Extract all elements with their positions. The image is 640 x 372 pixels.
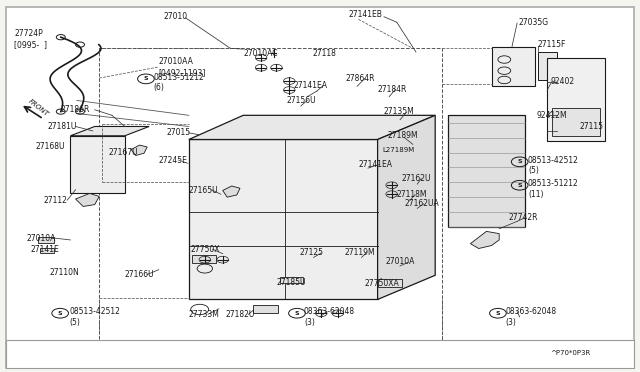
Bar bbox=[547, 58, 605, 141]
Bar bbox=[40, 248, 54, 253]
Text: 92402: 92402 bbox=[550, 77, 575, 86]
Text: 27166U: 27166U bbox=[125, 270, 154, 279]
Text: 08513-51212
(11): 08513-51212 (11) bbox=[528, 179, 579, 199]
Text: 27112: 27112 bbox=[44, 196, 67, 205]
Bar bbox=[280, 277, 303, 283]
Bar bbox=[253, 305, 278, 313]
Text: 27118M: 27118M bbox=[397, 190, 428, 199]
Text: 27141EA: 27141EA bbox=[358, 160, 392, 169]
Text: 27135M: 27135M bbox=[384, 107, 415, 116]
Text: S: S bbox=[517, 183, 522, 188]
Text: 27110N: 27110N bbox=[50, 268, 79, 277]
Text: 27750X: 27750X bbox=[191, 246, 220, 254]
Text: 27733M: 27733M bbox=[189, 310, 220, 319]
Bar bbox=[538, 52, 557, 80]
Text: 27162U: 27162U bbox=[402, 174, 431, 183]
Text: 27015: 27015 bbox=[166, 128, 191, 137]
Bar bbox=[552, 108, 600, 136]
Text: 27125: 27125 bbox=[300, 248, 324, 257]
Text: S: S bbox=[495, 311, 500, 316]
Text: 92412M: 92412M bbox=[536, 111, 567, 120]
Text: 27141EB: 27141EB bbox=[349, 10, 383, 19]
Bar bbox=[448, 115, 525, 227]
Bar bbox=[492, 46, 535, 86]
Text: 27156U: 27156U bbox=[287, 96, 316, 105]
Text: S: S bbox=[143, 76, 148, 81]
Text: 27165U: 27165U bbox=[189, 186, 218, 195]
Polygon shape bbox=[70, 126, 149, 136]
Text: 27115: 27115 bbox=[579, 122, 604, 131]
Text: FRONT: FRONT bbox=[27, 98, 50, 118]
Text: 27010AA
[0492-1193]: 27010AA [0492-1193] bbox=[159, 57, 206, 77]
Text: 08513-42512
(5): 08513-42512 (5) bbox=[69, 307, 120, 327]
Polygon shape bbox=[189, 115, 435, 140]
Polygon shape bbox=[131, 145, 147, 155]
Polygon shape bbox=[76, 193, 99, 206]
Bar bbox=[378, 279, 402, 287]
Text: 27118: 27118 bbox=[312, 49, 336, 58]
Text: 27185U: 27185U bbox=[276, 278, 306, 287]
Polygon shape bbox=[470, 231, 499, 248]
Text: 27010A: 27010A bbox=[385, 257, 415, 266]
Text: 27010AC: 27010AC bbox=[243, 49, 278, 58]
Text: 27864R: 27864R bbox=[346, 74, 375, 83]
Text: 27162UA: 27162UA bbox=[404, 199, 439, 208]
Text: 27181U: 27181U bbox=[48, 122, 77, 131]
Bar bbox=[38, 237, 54, 243]
Text: 27724P
[0995-  ]: 27724P [0995- ] bbox=[14, 29, 47, 49]
Text: 27010: 27010 bbox=[163, 12, 188, 21]
Text: 08363-62048
(3): 08363-62048 (3) bbox=[506, 307, 557, 327]
Text: 08513-42512
(5): 08513-42512 (5) bbox=[528, 156, 579, 175]
Bar bbox=[6, 340, 634, 368]
Text: 27167U: 27167U bbox=[109, 148, 138, 157]
Text: S: S bbox=[58, 311, 63, 316]
Text: 27035G: 27035G bbox=[518, 18, 548, 27]
Bar bbox=[192, 255, 216, 263]
Text: 27182U: 27182U bbox=[225, 310, 255, 319]
Polygon shape bbox=[223, 186, 240, 197]
Polygon shape bbox=[378, 115, 435, 299]
Text: 27168U: 27168U bbox=[35, 142, 65, 151]
Bar bbox=[70, 136, 125, 193]
Text: 08513-51212
(6): 08513-51212 (6) bbox=[154, 73, 204, 92]
Text: 27115F: 27115F bbox=[538, 40, 566, 49]
Text: 27186R: 27186R bbox=[61, 105, 90, 114]
Text: ^P70*0P3R: ^P70*0P3R bbox=[550, 350, 591, 356]
Text: 27010A: 27010A bbox=[27, 234, 56, 243]
Text: 27141E: 27141E bbox=[31, 246, 60, 254]
Text: 27184R: 27184R bbox=[378, 85, 407, 94]
Text: 27245E: 27245E bbox=[159, 156, 188, 165]
Bar bbox=[99, 48, 442, 342]
Text: 27750XA: 27750XA bbox=[365, 279, 399, 288]
Text: 27189M: 27189M bbox=[387, 131, 418, 140]
Bar bbox=[189, 140, 378, 299]
Text: L27189M: L27189M bbox=[383, 147, 415, 153]
Text: 27742R: 27742R bbox=[509, 213, 538, 222]
Text: S: S bbox=[517, 159, 522, 164]
Text: 08363-62048
(3): 08363-62048 (3) bbox=[304, 307, 355, 327]
Text: 27141EA: 27141EA bbox=[293, 81, 327, 90]
Text: 27119M: 27119M bbox=[344, 248, 375, 257]
Text: S: S bbox=[294, 311, 300, 316]
